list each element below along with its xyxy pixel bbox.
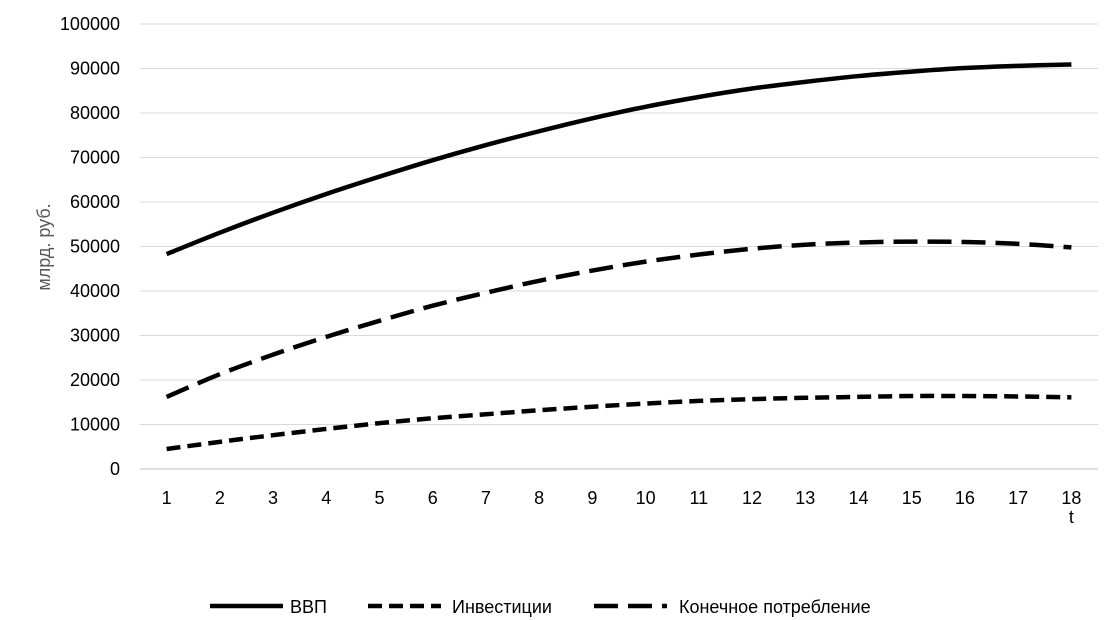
x-axis-title: t (1069, 507, 1074, 527)
series-line-3 (165, 239, 1072, 399)
x-tick-label: 4 (321, 488, 331, 508)
x-axis-tick-labels: 1 2 3 4 5 6 7 8 9 10 11 12 13 14 15 16 17 18 (162, 488, 1082, 508)
x-tick-label: 16 (955, 488, 975, 508)
x-tick-label: 13 (795, 488, 815, 508)
y-tick-label: 20000 (70, 370, 120, 390)
y-tick-label: 10000 (70, 415, 120, 435)
x-tick-label: 11 (689, 488, 708, 508)
x-tick-label: 14 (848, 488, 868, 508)
x-tick-label: 17 (1008, 488, 1028, 508)
x-tick-label: 15 (902, 488, 922, 508)
x-tick-label: 1 (162, 488, 172, 508)
y-tick-label: 100000 (60, 14, 120, 34)
series-line-1 (165, 62, 1072, 257)
y-tick-label: 0 (110, 459, 120, 479)
legend-label: ВВП (290, 597, 327, 617)
x-tick-label: 3 (268, 488, 278, 508)
legend-label: Инвестиции (452, 597, 552, 617)
y-tick-label: 80000 (70, 103, 120, 123)
x-tick-label: 18 (1061, 488, 1081, 508)
x-tick-label: 6 (428, 488, 438, 508)
x-tick-label: 7 (481, 488, 491, 508)
y-tick-label: 70000 (70, 148, 120, 168)
legend: ВВП Инвестиции Конечное потребление (210, 597, 871, 617)
y-axis-tick-labels: 0 10000 20000 30000 40000 50000 60000 70000 8000… (60, 14, 120, 479)
y-axis-title: млрд. руб. (34, 203, 54, 290)
x-tick-label: 12 (742, 488, 762, 508)
y-tick-label: 90000 (70, 59, 120, 79)
x-tick-label: 8 (534, 488, 544, 508)
series-lines (165, 62, 1072, 452)
x-tick-label: 9 (587, 488, 597, 508)
x-tick-label: 5 (374, 488, 384, 508)
gridlines (140, 23, 1098, 470)
x-tick-label: 10 (636, 488, 656, 508)
legend-label: Конечное потребление (679, 597, 871, 617)
series-line-2 (166, 393, 1072, 452)
x-tick-label: 2 (215, 488, 225, 508)
y-tick-label: 50000 (70, 237, 120, 257)
y-tick-label: 60000 (70, 192, 120, 212)
y-tick-label: 40000 (70, 281, 120, 301)
y-tick-label: 30000 (70, 326, 120, 346)
